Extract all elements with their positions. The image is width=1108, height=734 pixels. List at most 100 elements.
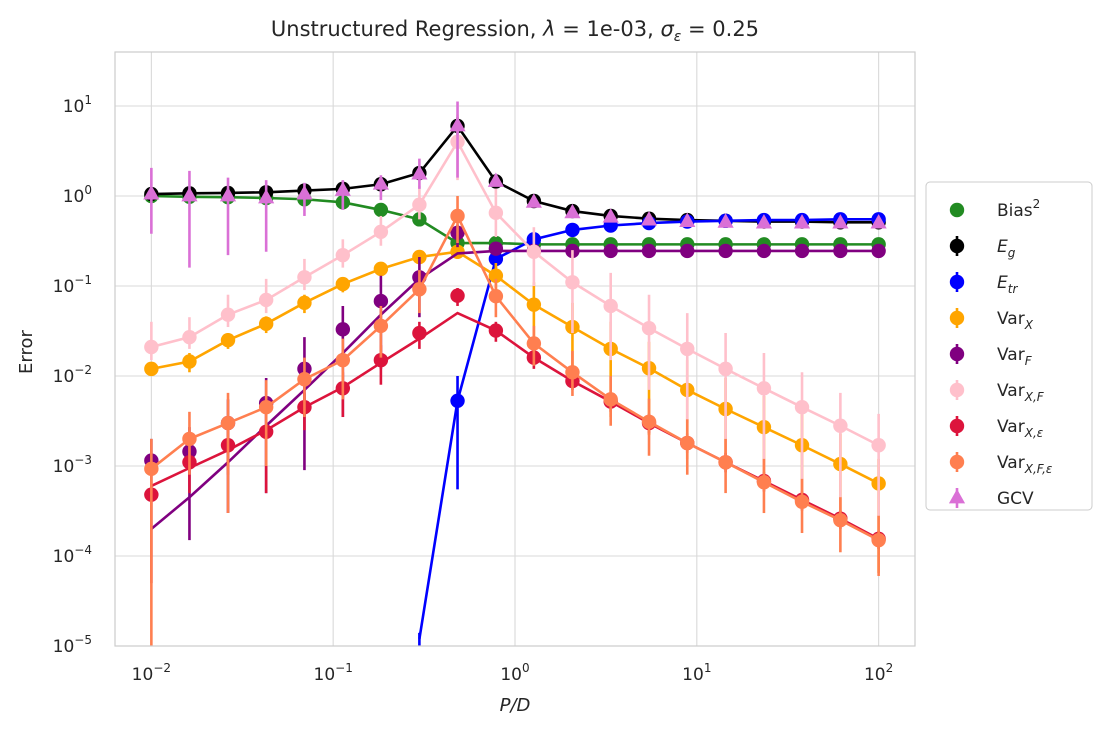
data-point [488, 323, 504, 338]
data-point [565, 222, 580, 238]
data-point [488, 241, 504, 256]
data-point [373, 202, 389, 218]
data-point [335, 322, 351, 337]
data-point [144, 361, 159, 377]
data-point [718, 455, 733, 470]
y-tick-label: 101 [63, 93, 92, 117]
x-tick-label: 101 [682, 661, 711, 685]
data-point [182, 329, 197, 345]
data-point [258, 188, 275, 204]
legend-label: Eg [997, 237, 1016, 260]
legend-marker [949, 418, 965, 434]
data-point [412, 282, 427, 297]
chart-title: Unstructured Regression, λ = 1e-03, σε =… [271, 17, 759, 45]
series-7 [144, 195, 886, 646]
data-point [487, 172, 504, 187]
x-tick-label: 100 [500, 661, 529, 685]
y-tick-label: 10−4 [53, 543, 92, 567]
data-point [488, 205, 504, 221]
data-point [297, 295, 312, 311]
data-point [756, 381, 772, 396]
legend-marker [949, 238, 965, 254]
data-point [680, 435, 695, 451]
legend-item: VarX [949, 308, 1034, 332]
legend: Bias2 Eg Etr VarX VarF VarX,F VarX,ε VarX,F,ε GC… [925, 181, 1093, 511]
data-point [488, 251, 504, 267]
legend-item: Eg [949, 236, 1016, 260]
data-point [832, 214, 849, 229]
legend-item: Bias2 [949, 197, 1040, 221]
data-point [564, 203, 581, 219]
data-point [526, 336, 542, 351]
data-point [794, 400, 810, 415]
data-point [449, 116, 466, 132]
data-point [450, 208, 465, 224]
data-point [219, 186, 237, 202]
data-point [488, 289, 504, 304]
legend-label: Etr [997, 273, 1018, 296]
data-point [756, 243, 772, 259]
legend-marker [949, 382, 965, 398]
series-line [150, 213, 880, 542]
data-point [603, 298, 618, 314]
data-point [182, 431, 197, 447]
legend-label: VarF [997, 345, 1033, 368]
legend-label: GCV [997, 489, 1034, 509]
data-point [372, 175, 389, 190]
data-point [334, 181, 351, 196]
x-tick-label: 102 [864, 661, 893, 685]
x-tick-label: 10−1 [314, 661, 353, 685]
data-point [450, 288, 465, 303]
data-point [603, 243, 618, 259]
legend-marker [949, 346, 965, 362]
data-point [144, 461, 159, 477]
data-point [680, 341, 695, 357]
data-point [794, 494, 810, 510]
data-point [871, 243, 886, 259]
data-point [182, 354, 197, 369]
legend-marker [949, 274, 965, 290]
data-point [297, 270, 312, 285]
gridlines [115, 52, 915, 647]
data-point [641, 320, 657, 336]
data-point [373, 352, 389, 368]
data-point [871, 438, 886, 453]
legend-item: VarF [949, 344, 1033, 368]
legend-label: VarX [997, 309, 1034, 332]
legend-label: VarX,F [997, 381, 1045, 404]
data-point [220, 307, 236, 322]
data-point [718, 243, 733, 259]
data-point [450, 393, 465, 409]
data-point [373, 318, 389, 334]
data-point [679, 212, 696, 227]
data-point [220, 332, 236, 348]
data-point [870, 214, 887, 229]
data-point [717, 213, 734, 228]
legend-marker [948, 489, 966, 504]
data-point [488, 268, 504, 283]
data-point [794, 243, 810, 259]
data-point [640, 211, 658, 226]
data-point [411, 165, 428, 180]
legend-marker [949, 202, 965, 218]
data-point [220, 415, 236, 431]
data-point [143, 185, 160, 200]
legend-box [925, 181, 1093, 511]
data-point [526, 244, 542, 259]
data-point [871, 532, 886, 548]
data-point [565, 365, 580, 380]
data-point [641, 414, 657, 429]
legend-marker [949, 454, 965, 470]
y-axis-label: Error [16, 329, 37, 373]
data-point [833, 243, 848, 259]
legend-label: VarX,F,ε [997, 453, 1053, 476]
data-point [258, 316, 274, 332]
plot-border [114, 51, 916, 647]
data-point [412, 197, 427, 212]
data-point [525, 193, 542, 208]
data-point [793, 214, 811, 229]
x-axis-label: P/D [500, 695, 531, 716]
data-point [335, 352, 351, 368]
y-axis: 10−5 10−4 10−3 10−2 10−1 100 101 [53, 93, 92, 657]
legend-item: VarX,F [949, 380, 1045, 404]
